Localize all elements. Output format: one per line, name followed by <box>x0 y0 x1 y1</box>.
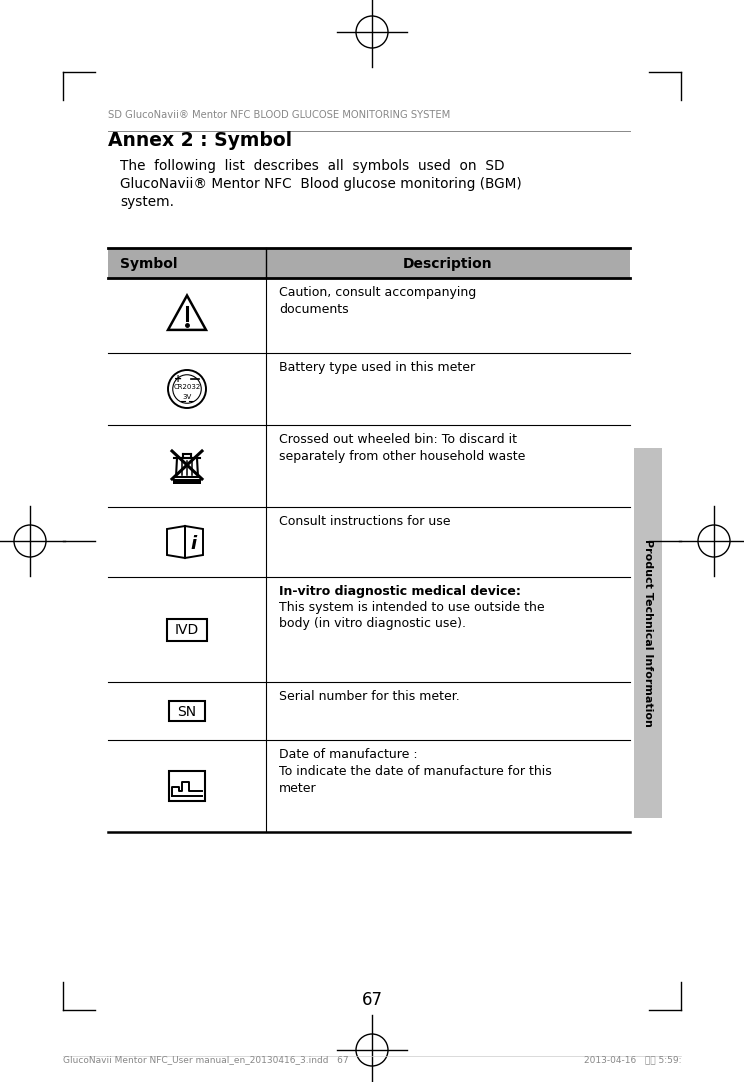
Text: Serial number for this meter.: Serial number for this meter. <box>279 690 460 703</box>
Text: Battery type used in this meter: Battery type used in this meter <box>279 361 475 374</box>
Bar <box>173 479 201 484</box>
Text: system.: system. <box>120 195 174 209</box>
Text: IVD: IVD <box>175 623 199 637</box>
Text: This system is intended to use outside the: This system is intended to use outside t… <box>279 601 545 613</box>
Text: Annex 2 : Symbol: Annex 2 : Symbol <box>108 131 292 150</box>
Text: The  following  list  describes  all  symbols  used  on  SD: The following list describes all symbols… <box>120 159 504 173</box>
Text: Consult instructions for use: Consult instructions for use <box>279 515 451 528</box>
Text: SD GlucoNavii® Mentor NFC BLOOD GLUCOSE MONITORING SYSTEM: SD GlucoNavii® Mentor NFC BLOOD GLUCOSE … <box>108 110 450 120</box>
Text: Symbol: Symbol <box>120 258 178 270</box>
Text: GlucoNavii® Mentor NFC  Blood glucose monitoring (BGM): GlucoNavii® Mentor NFC Blood glucose mon… <box>120 177 522 192</box>
Bar <box>108 248 630 278</box>
Text: meter: meter <box>279 782 317 795</box>
Text: 3V: 3V <box>182 394 192 400</box>
Text: To indicate the date of manufacture for this: To indicate the date of manufacture for … <box>279 765 552 778</box>
Text: GlucoNavii Mentor NFC_User manual_en_20130416_3.indd   67: GlucoNavii Mentor NFC_User manual_en_201… <box>63 1055 349 1064</box>
Bar <box>108 577 630 682</box>
Text: Caution, consult accompanying: Caution, consult accompanying <box>279 286 476 299</box>
Text: body (in vitro diagnostic use).: body (in vitro diagnostic use). <box>279 617 466 630</box>
Text: 67: 67 <box>362 991 382 1010</box>
Bar <box>169 701 205 721</box>
Bar <box>108 507 630 577</box>
Bar <box>108 740 630 832</box>
Text: i: i <box>190 535 196 553</box>
Text: Product Technical Information: Product Technical Information <box>643 539 653 727</box>
Text: SN: SN <box>177 705 196 720</box>
Text: separately from other household waste: separately from other household waste <box>279 450 525 463</box>
Bar <box>634 448 662 818</box>
Text: CR2032: CR2032 <box>173 384 201 390</box>
Bar <box>108 425 630 507</box>
Bar <box>169 771 205 801</box>
Text: Crossed out wheeled bin: To discard it: Crossed out wheeled bin: To discard it <box>279 433 517 446</box>
Text: +: + <box>174 373 182 383</box>
Text: Description: Description <box>403 258 493 270</box>
Text: In-vitro diagnostic medical device:: In-vitro diagnostic medical device: <box>279 585 521 598</box>
Bar <box>108 353 630 425</box>
Text: 2013-04-16   오후 5:59:: 2013-04-16 오후 5:59: <box>583 1055 681 1064</box>
Bar <box>167 619 207 641</box>
Text: documents: documents <box>279 303 349 316</box>
Bar <box>108 278 630 353</box>
Text: Date of manufacture :: Date of manufacture : <box>279 748 417 761</box>
Bar <box>108 682 630 740</box>
